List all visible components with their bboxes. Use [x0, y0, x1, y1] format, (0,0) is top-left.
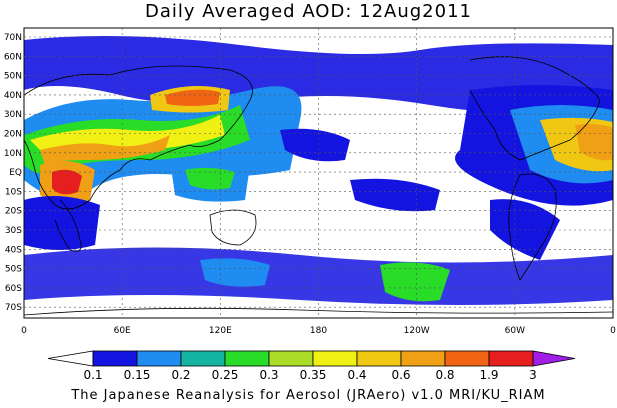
- colorbar-box: [268, 350, 314, 367]
- lon-label: 0: [21, 326, 27, 336]
- lat-label: 60S: [5, 284, 22, 294]
- lat-label: 20S: [5, 207, 22, 217]
- colorbar-label: 0.25: [212, 368, 239, 382]
- colorbar: 0.1 0.15 0.2 0.25 0.3 0.35 0.4 0.6 0.8 1.9 3: [47, 350, 576, 382]
- colorbar-box: [400, 350, 446, 367]
- colorbar-label: 0.8: [435, 368, 454, 382]
- colorbar-label: 0.2: [171, 368, 190, 382]
- colorbar-box: [224, 350, 270, 367]
- lat-label: 30S: [5, 226, 22, 236]
- aod-field: [24, 36, 613, 305]
- colorbar-label: 1.9: [479, 368, 498, 382]
- colorbar-label: 0.1: [83, 368, 102, 382]
- longitude-grid: 0 60E 120E 180 120W 60W 0: [21, 28, 616, 336]
- lat-label: 10S: [5, 187, 22, 197]
- lon-label: 120W: [404, 326, 430, 336]
- lat-label: 50N: [4, 72, 22, 82]
- lat-label: 70N: [4, 33, 22, 43]
- colorbar-low-arrow: [47, 350, 94, 367]
- colorbar-label: 0.6: [391, 368, 410, 382]
- lat-label: 40N: [4, 91, 22, 101]
- colorbar-box: [180, 350, 226, 367]
- lon-label: 60W: [505, 326, 525, 336]
- colorbar-label: 0.3: [259, 368, 278, 382]
- colorbar-box: [356, 350, 402, 367]
- lat-label: 30N: [4, 110, 22, 120]
- lon-label: 60E: [114, 326, 131, 336]
- colorbar-box: [312, 350, 358, 367]
- colorbar-label: 0.35: [300, 368, 327, 382]
- lat-label: 60N: [4, 52, 22, 62]
- colorbar-box: [488, 350, 534, 367]
- lat-label: 20N: [4, 130, 22, 140]
- lon-label: 180: [310, 326, 327, 336]
- colorbar-box: [136, 350, 182, 367]
- coastlines: [24, 56, 613, 316]
- lat-label: EQ: [9, 168, 22, 178]
- lon-label: 0: [610, 326, 616, 336]
- colorbar-label: 0.15: [124, 368, 151, 382]
- colorbar-box: [92, 350, 138, 367]
- page-title: Daily Averaged AOD: 12Aug2011: [144, 1, 472, 22]
- lat-label: 70S: [5, 303, 22, 313]
- lat-label: 50S: [5, 265, 22, 275]
- colorbar-label: 0.4: [347, 368, 366, 382]
- colorbar-high-arrow: [532, 350, 576, 367]
- colorbar-box: [444, 350, 490, 367]
- lon-label: 120E: [209, 326, 232, 336]
- lat-label: 40S: [5, 245, 22, 255]
- lat-label: 10N: [4, 149, 22, 159]
- colorbar-label: 3: [529, 368, 537, 382]
- footer-credit: The Japanese Reanalysis for Aerosol (JRA…: [71, 388, 546, 403]
